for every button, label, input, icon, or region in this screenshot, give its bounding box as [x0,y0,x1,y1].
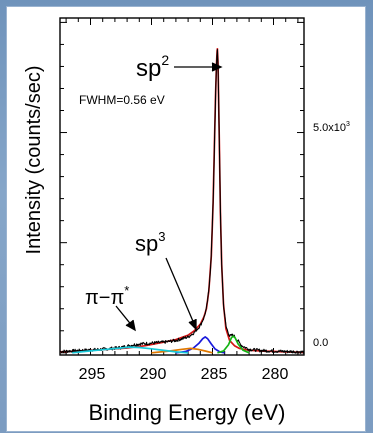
x-axis-label: Binding Energy (eV) [89,400,286,425]
series-line-5 [72,346,189,354]
sp3-label: sp3 [135,229,165,256]
x-tick-label-290: 290 [140,366,167,383]
plot-frame [59,17,305,356]
sp2-arrow [174,62,223,72]
pi-pi-star-label: π−π* [85,283,129,309]
x-tick-label-280: 280 [262,366,289,383]
pi-pi-star-arrow [115,305,136,332]
series-line-2 [175,336,225,354]
fwhm-label: FWHM=0.56 eV [79,93,165,107]
right-tick-label-0: 0.0 [313,337,328,349]
x-tick-label-295: 295 [79,366,106,383]
series-line-1 [60,48,304,354]
series-line-3 [217,335,250,354]
y-axis-label: Intensity (counts/sec) [23,66,45,255]
x-tick-label-285: 285 [201,366,228,383]
right-tick-label-5e3: 5.0x103 [313,121,350,134]
series-layer [60,47,304,354]
sp3-arrow [165,257,197,331]
sp2-label: sp2 [136,52,169,82]
